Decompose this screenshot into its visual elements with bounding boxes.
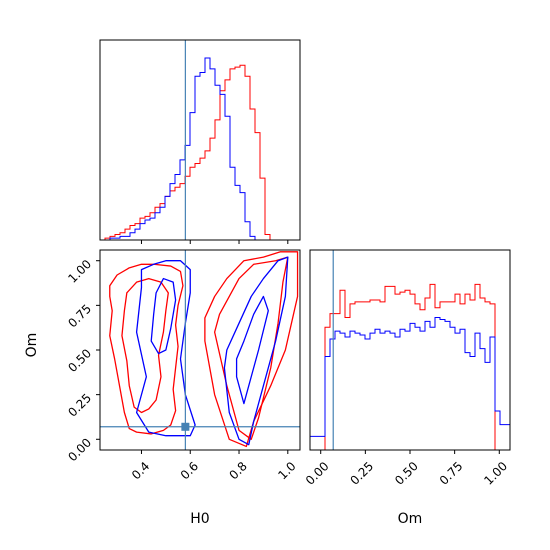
joint-x-tick-label-3: 1.0 (275, 459, 298, 482)
contour-series-1-level-3 (235, 295, 269, 405)
contour-series-0-level-0 (109, 263, 184, 435)
h0-histogram-series-1 (100, 57, 300, 240)
joint-x-tick-label-1: 0.6 (178, 459, 201, 482)
om-x-tick-label-4: 1.00 (481, 459, 510, 488)
contour-series-0-level-3 (204, 251, 299, 448)
joint-x-tick-label-0: 0.4 (129, 459, 152, 482)
contour-series-1-level-1 (150, 277, 177, 355)
joint-y-tick-label-3: 0.75 (65, 302, 94, 331)
om-x-tick-label-0: 0.00 (303, 459, 332, 488)
joint-axes-frame (99, 249, 301, 451)
om-histogram-axes-frame (309, 249, 511, 451)
joint-y-tick-label-2: 0.50 (65, 346, 94, 375)
y-axis-label-om: Om (24, 333, 40, 358)
h0-om-joint-contour-panel: 0.4 0.6 0.8 1.0 0.00 0.25 0.50 0.75 1.00 (65, 249, 301, 482)
x-axis-label-h0: H0 (190, 511, 209, 527)
om-histogram-series-0 (310, 283, 510, 450)
joint-y-tick-label-1: 0.25 (65, 391, 94, 420)
contour-series-1-level-2 (223, 256, 289, 446)
om-x-tick-label-2: 0.50 (392, 459, 421, 488)
joint-y-tick-label-4: 1.00 (65, 257, 94, 286)
x-axis-label-om: Om (398, 511, 423, 527)
joint-y-tick-label-0: 0.00 (65, 436, 94, 465)
joint-plot-area (100, 250, 300, 450)
om-x-tick-label-3: 0.75 (437, 459, 466, 488)
om-histogram-series-1 (310, 317, 510, 437)
joint-x-tick-label-2: 0.8 (227, 459, 250, 482)
om-marginal-histogram-panel: 0.00 0.25 0.50 0.75 1.00 (303, 249, 511, 488)
om-x-tick-label-1: 0.25 (347, 459, 376, 488)
h0-marginal-histogram-panel (99, 39, 301, 244)
contour-series-0-level-1 (121, 277, 169, 414)
h0-histogram-axes-frame (99, 39, 301, 241)
h0-histogram-series-0 (100, 64, 300, 240)
joint-truth-marker (181, 422, 190, 431)
om-histogram-plot-area (310, 250, 510, 450)
h0-histogram-plot-area (100, 40, 300, 240)
contour-series-0-level-2 (213, 256, 289, 440)
